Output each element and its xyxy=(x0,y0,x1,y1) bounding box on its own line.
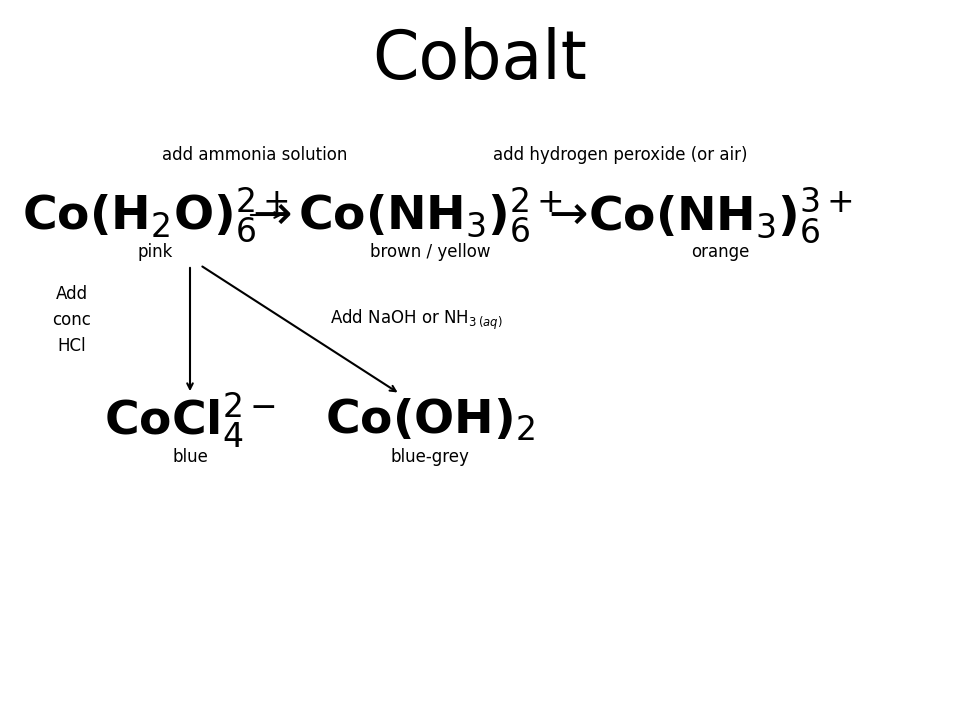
Text: Co(NH$_3$)$_6^{3+}$: Co(NH$_3$)$_6^{3+}$ xyxy=(588,185,852,245)
Text: Co(NH$_3$)$_6^{2+}$: Co(NH$_3$)$_6^{2+}$ xyxy=(298,185,563,245)
Text: blue-grey: blue-grey xyxy=(391,448,469,466)
Text: add ammonia solution: add ammonia solution xyxy=(162,146,348,164)
Text: brown / yellow: brown / yellow xyxy=(370,243,491,261)
Text: Add
conc
HCl: Add conc HCl xyxy=(53,284,91,356)
Text: $\rightarrow$: $\rightarrow$ xyxy=(539,192,588,238)
Text: Add NaOH or NH$_3$$_{\,(aq)}$: Add NaOH or NH$_3$$_{\,(aq)}$ xyxy=(330,308,502,332)
Text: add hydrogen peroxide (or air): add hydrogen peroxide (or air) xyxy=(492,146,747,164)
Text: $\rightarrow$: $\rightarrow$ xyxy=(243,192,291,238)
Text: blue: blue xyxy=(172,448,208,466)
Text: orange: orange xyxy=(691,243,749,261)
Text: pink: pink xyxy=(137,243,173,261)
Text: Cobalt: Cobalt xyxy=(372,27,588,93)
Text: Co(OH)$_2$: Co(OH)$_2$ xyxy=(324,397,535,444)
Text: Co(H$_2$O)$_6^{2+}$: Co(H$_2$O)$_6^{2+}$ xyxy=(21,185,288,245)
Text: CoCl$_4^{2-}$: CoCl$_4^{2-}$ xyxy=(104,390,276,450)
